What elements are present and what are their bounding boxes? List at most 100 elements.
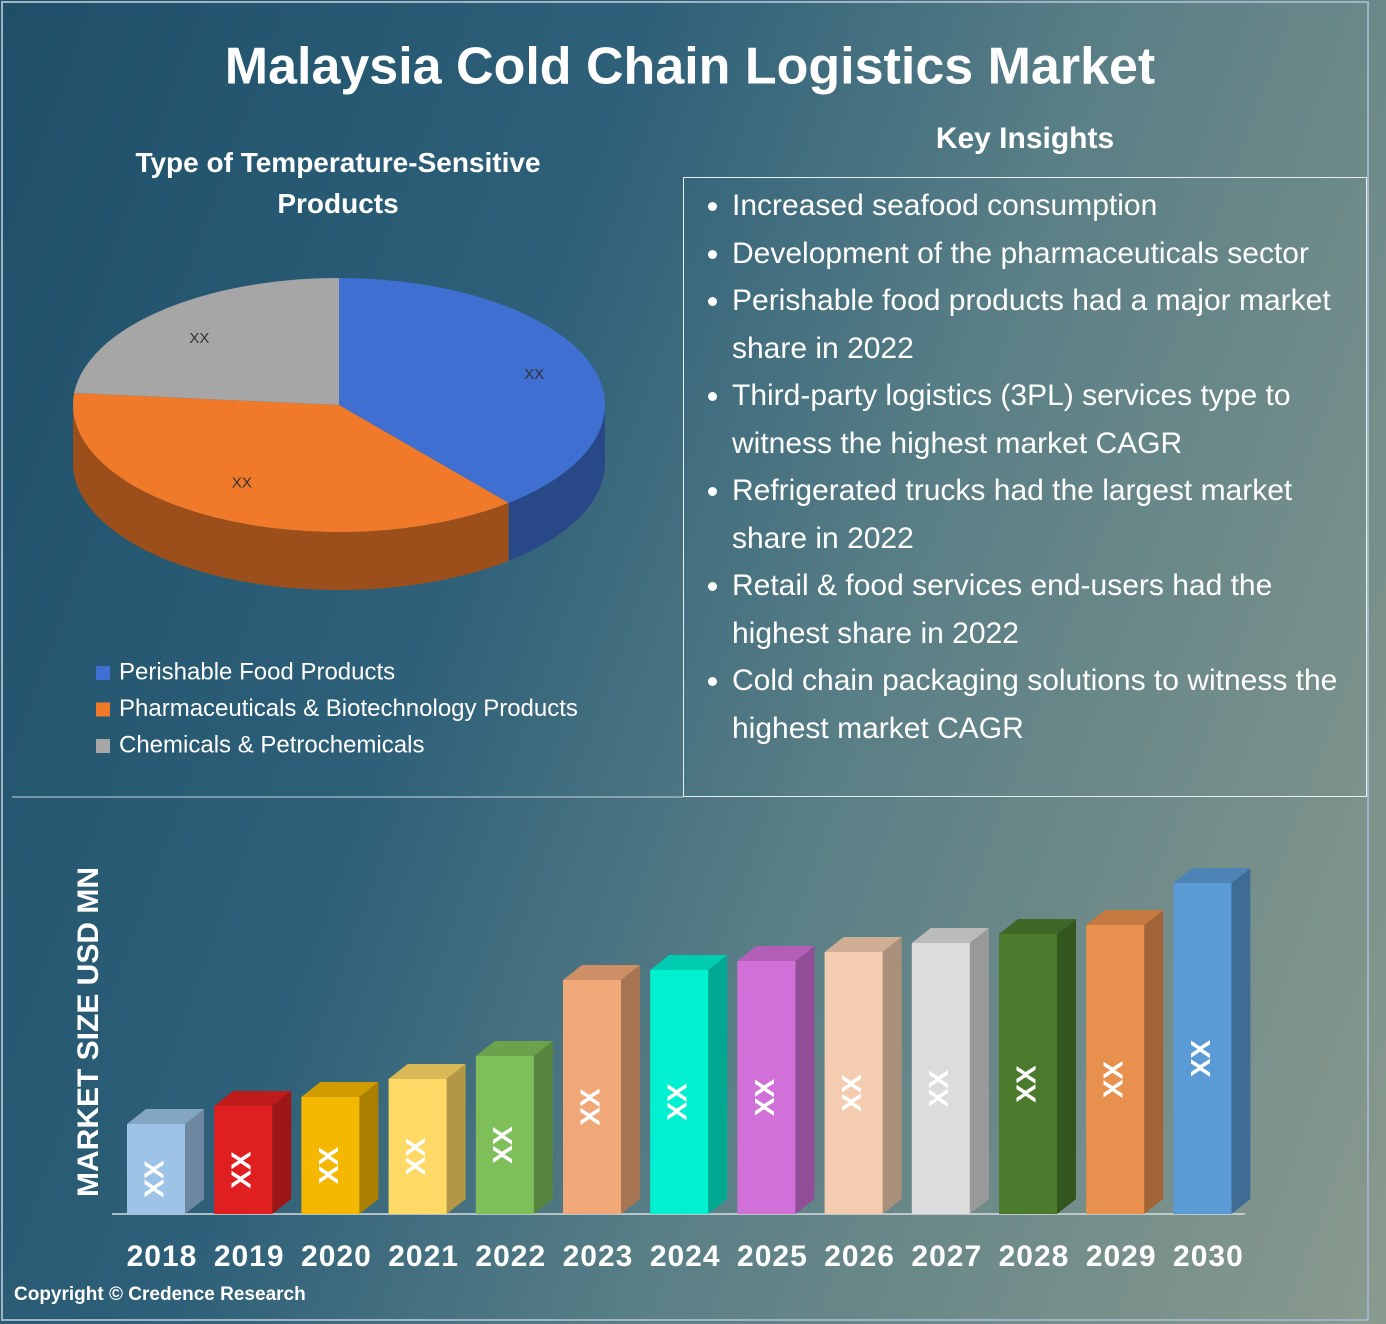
x-tick-label: 2024 <box>650 1240 721 1273</box>
bar <box>388 1079 447 1214</box>
bar-label: XX <box>574 1088 605 1126</box>
bar-side-shade <box>185 1109 204 1214</box>
bar-side-shade <box>621 965 640 1214</box>
bar-side-shade <box>1144 910 1164 1214</box>
bar-top <box>999 919 1076 934</box>
title: Malaysia Cold Chain Logistics Market <box>225 38 1155 96</box>
bar-top <box>1086 910 1164 925</box>
legend-label: Chemicals & Petrochemicals <box>119 731 424 758</box>
bar-side <box>1231 868 1251 1214</box>
bar-side <box>185 1109 204 1214</box>
insight: Retail & food services end-users had the… <box>732 562 1358 657</box>
legend-swatch <box>96 666 110 680</box>
insight: Refrigerated trucks had the largest mark… <box>732 467 1358 562</box>
bar <box>1173 883 1232 1214</box>
x-tick-label: 2026 <box>824 1240 895 1273</box>
pie-slice <box>74 278 340 405</box>
pie-side-shade <box>508 405 605 561</box>
bar-top-shade <box>737 946 815 961</box>
insight: Cold chain packaging solutions to witnes… <box>732 657 1358 752</box>
pie-label: XX <box>189 330 209 347</box>
bar-top-shade <box>650 955 728 970</box>
bar-top <box>650 955 728 970</box>
insights-box: Increased seafood consumptionDevelopment… <box>683 177 1367 797</box>
bar <box>475 1056 534 1214</box>
bar-top <box>127 1109 204 1124</box>
bar-side-shade <box>795 946 815 1214</box>
bar-top <box>911 928 989 943</box>
bar-top <box>301 1082 379 1097</box>
bar-label: XX <box>313 1147 344 1185</box>
bar-label: XX <box>662 1083 693 1121</box>
x-tick-label: 2021 <box>388 1240 459 1273</box>
bar-top-shade <box>1086 910 1164 925</box>
x-tick-label: 2027 <box>911 1240 982 1273</box>
pie-title: Type of Temperature-Sensitive Products <box>135 147 540 219</box>
bar-top-shade <box>824 937 902 952</box>
bar-side <box>1144 910 1164 1214</box>
pie-slice <box>339 278 605 503</box>
legend-label: Pharmaceuticals & Biotechnology Products <box>119 695 578 722</box>
bar-top-shade <box>388 1064 466 1079</box>
bar <box>999 934 1057 1214</box>
bar-top <box>1173 868 1251 883</box>
x-tick-label: 2030 <box>1173 1240 1244 1273</box>
pie-side-shade <box>73 405 509 590</box>
bar-top-shade <box>999 919 1076 934</box>
bar-top-shade <box>563 965 640 980</box>
bar-top <box>563 965 640 980</box>
bar-label: XX <box>138 1160 169 1198</box>
y-axis-label: MARKET SIZE USD MN <box>72 867 105 1197</box>
bar-side-shade <box>533 1041 553 1214</box>
bar-side <box>1057 919 1076 1214</box>
bar-side <box>533 1041 553 1214</box>
bar <box>737 961 796 1214</box>
bar <box>214 1106 273 1214</box>
bar <box>127 1124 185 1214</box>
bar <box>911 943 970 1214</box>
bar-side-shade <box>1231 868 1251 1214</box>
legend-swatch <box>96 739 110 753</box>
bar-top <box>214 1091 292 1106</box>
bar-top <box>388 1064 466 1079</box>
bar-top-shade <box>214 1091 292 1106</box>
bar-top <box>737 946 815 961</box>
bar-side <box>969 928 989 1214</box>
bar-side-shade <box>1057 919 1076 1214</box>
bar-side-shade <box>359 1082 379 1214</box>
bar-top-shade <box>1173 868 1251 883</box>
bar-side-shade <box>882 937 902 1214</box>
bar-side <box>795 946 815 1214</box>
insight: Third-party logistics (3PL) services typ… <box>732 372 1358 467</box>
x-tick-label: 2025 <box>737 1240 808 1273</box>
bar-label: XX <box>923 1070 954 1108</box>
bar-label: XX <box>836 1074 867 1112</box>
bar <box>563 980 621 1214</box>
bar-side-shade <box>969 928 989 1214</box>
pie-label: XX <box>524 366 544 383</box>
insight: Development of the pharmaceuticals secto… <box>732 230 1358 278</box>
bar-top <box>824 937 902 952</box>
insight: Perishable food products had a major mar… <box>732 277 1358 372</box>
x-tick-label: 2023 <box>563 1240 634 1273</box>
pie-slice <box>73 393 509 532</box>
bar <box>650 970 709 1214</box>
x-tick-label: 2018 <box>127 1240 198 1273</box>
pie-label: XX <box>232 475 252 492</box>
bar-side <box>446 1064 466 1214</box>
bar-label: XX <box>487 1126 518 1164</box>
bar-label: XX <box>400 1138 431 1176</box>
x-tick-label: 2022 <box>475 1240 546 1273</box>
bar <box>1086 925 1145 1214</box>
bar-top-shade <box>475 1041 553 1056</box>
bar-side <box>882 937 902 1214</box>
bar-top-shade <box>301 1082 379 1097</box>
bar-label: XX <box>1185 1040 1216 1078</box>
bar-side-shade <box>272 1091 292 1214</box>
bar-side <box>359 1082 379 1214</box>
x-tick-label: 2029 <box>1086 1240 1157 1273</box>
legend-swatch <box>96 702 110 717</box>
